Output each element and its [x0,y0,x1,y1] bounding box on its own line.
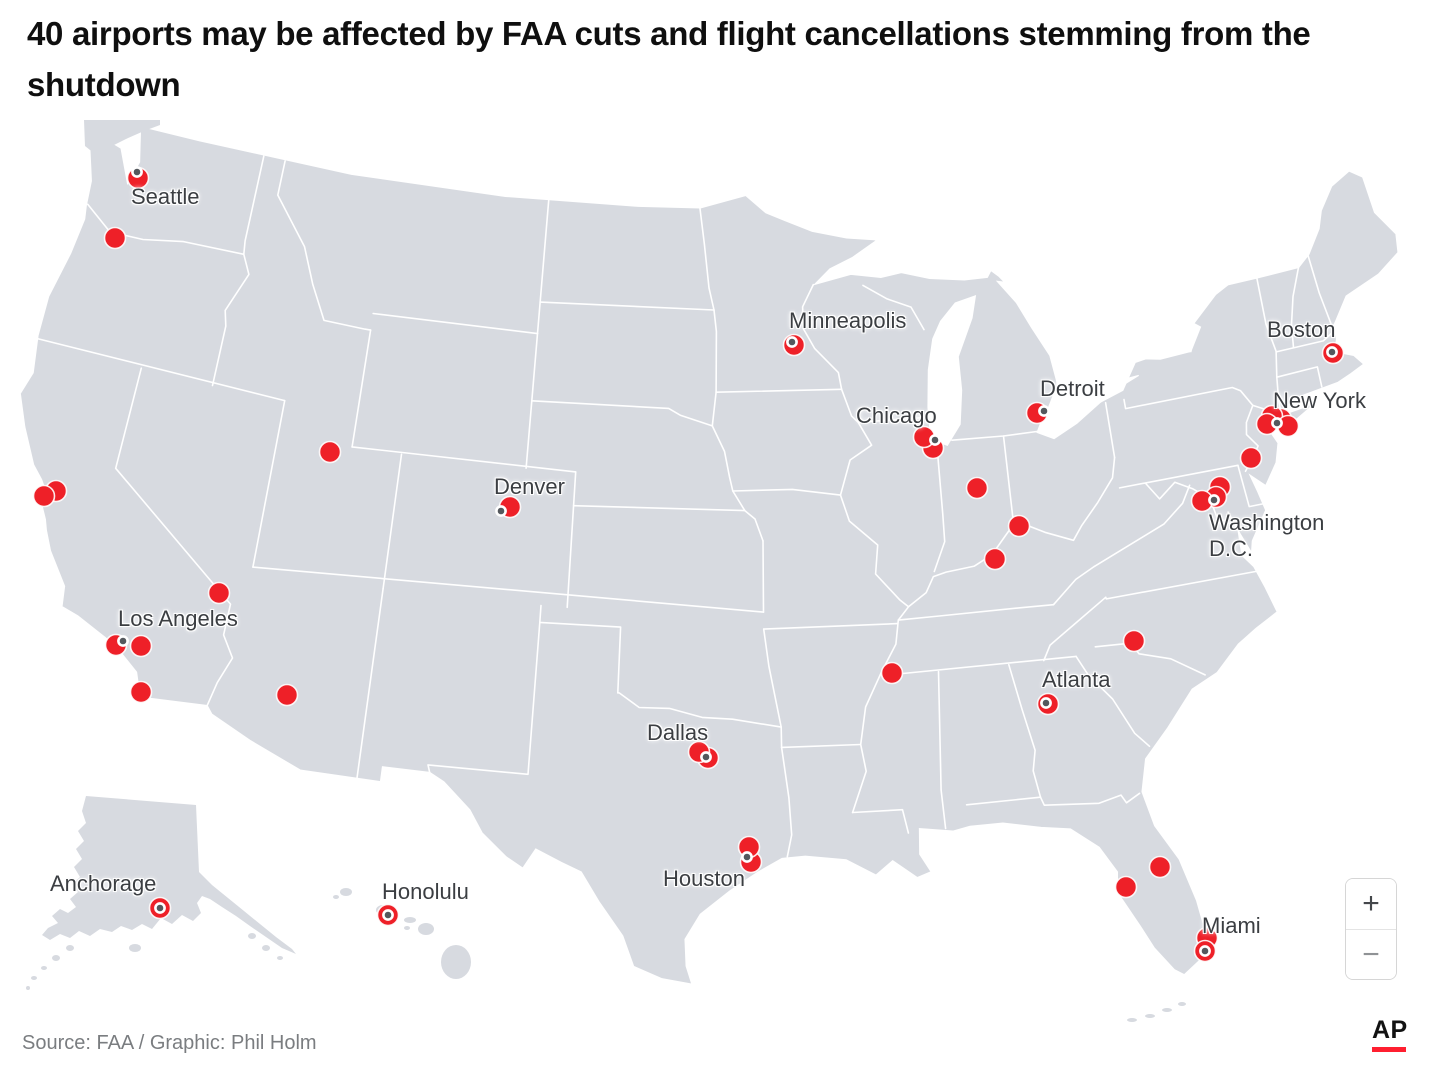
ap-logo-red-bar [1372,1047,1406,1052]
airport-dot [1239,446,1263,470]
airport-dot [983,547,1007,571]
city-dot [1040,697,1052,709]
city-dot [131,166,143,178]
zoom-out-button[interactable]: − [1346,929,1396,979]
city-label: Seattle [131,184,200,209]
airport-dot [318,440,342,464]
city-dot [495,505,507,517]
city-dot [1038,405,1050,417]
source-credit: Source: FAA / Graphic: Phil Holm [22,1032,317,1054]
city-label: New York [1273,388,1366,413]
city-label: Detroit [1040,376,1105,401]
city-label: Dallas [647,720,709,745]
city-dot [1271,417,1283,429]
airport-dot [103,226,127,250]
city-label: Boston [1267,317,1336,342]
city-dot [1326,346,1338,358]
map-zoom-controls: + − [1345,878,1397,980]
airport-dot [1122,629,1146,653]
page-title: 40 airports may be affected by FAA cuts … [27,15,1311,104]
airport-dot [880,661,904,685]
city-label: Los Angeles [118,606,238,631]
city-dot [741,851,753,863]
city-dot [786,336,798,348]
airport-dot [129,634,153,658]
city-label: Anchorage [50,871,157,896]
ap-logo: AP [1372,1016,1408,1052]
great-lakes [812,230,1202,447]
city-dots-layer [117,166,1338,957]
city-label: Miami [1202,913,1261,938]
city-label: Minneapolis [789,308,907,333]
city-label: Denver [494,474,565,499]
city-label: Chicago [856,403,937,428]
airport-dot [1114,875,1138,899]
ap-logo-text: AP [1372,1016,1408,1044]
airport-dot [129,680,153,704]
zoom-in-button[interactable]: + [1346,879,1396,929]
airport-dot [1148,855,1172,879]
city-dot [117,635,129,647]
landmass [19,120,1399,1022]
city-dot [929,434,941,446]
city-label: Washington D.C. [1209,510,1325,561]
city-dot [382,909,394,921]
city-dot [1208,494,1220,506]
state-borders [36,155,1333,858]
airport-dot [965,476,989,500]
city-label: Honolulu [382,879,469,904]
city-dot [154,902,166,914]
airport-dot [275,683,299,707]
city-dot [700,751,712,763]
airport-dot [1007,514,1031,538]
airport-dot [207,581,231,605]
city-label: Houston [663,866,745,891]
city-label: Atlanta [1042,667,1111,692]
airport-dot [32,484,56,508]
city-dot [1199,945,1211,957]
